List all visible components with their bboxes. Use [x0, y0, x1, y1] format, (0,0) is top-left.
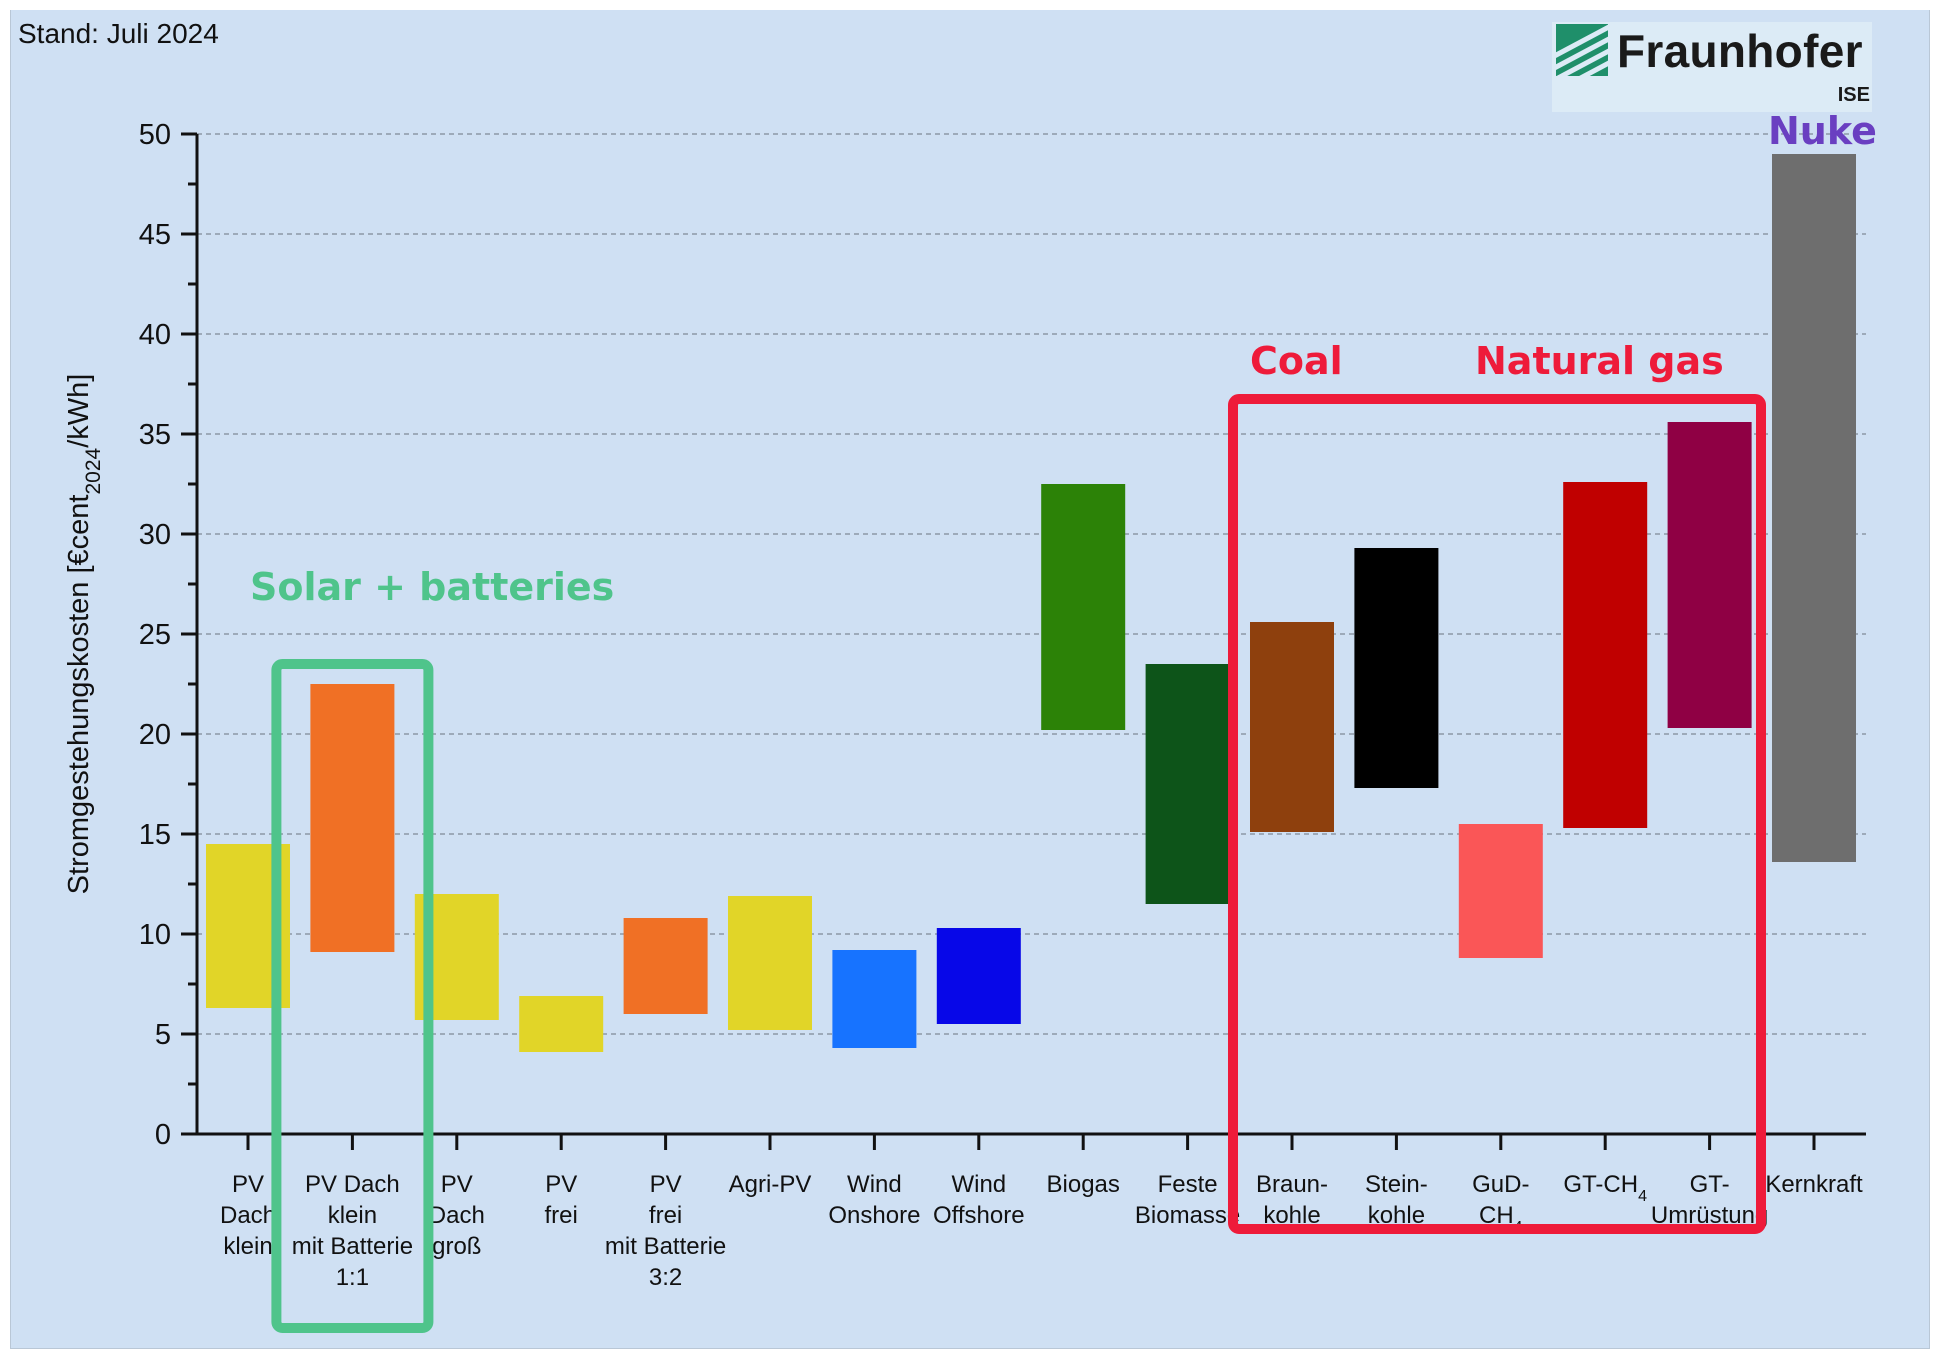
x-category-label: PV frei [545, 1171, 578, 1229]
x-category-label: PV Dach klein mit Batterie 1:1 [292, 1171, 413, 1291]
y-tick-label: 5 [155, 1019, 171, 1051]
x-category-label: Wind Offshore [933, 1171, 1025, 1229]
annotation-natural-gas: Natural gas [1475, 339, 1724, 383]
y-tick-label: 40 [139, 319, 171, 351]
y-tick-label: 0 [155, 1119, 171, 1151]
bar-steinkohle [1354, 548, 1439, 788]
x-category-label: Stein-kohle [1365, 1171, 1428, 1229]
bar-pv-frei-mit-batterie-3-2 [623, 918, 708, 1014]
y-tick-label: 30 [139, 519, 171, 551]
fossil-highlight-box [1228, 394, 1766, 1234]
bar-kernkraft [1772, 154, 1856, 862]
x-category-label: GT-CH4 [1563, 1171, 1647, 1205]
bar-wind-offshore [936, 928, 1021, 1024]
bar-gud-ch4 [1458, 824, 1543, 958]
y-axis-label: Stromgestehungskosten [€cent2024/kWh] [63, 374, 105, 895]
x-category-label: GT-Umrüstung [1651, 1171, 1768, 1229]
date-label: Stand: Juli 2024 [18, 18, 219, 49]
fraunhofer-logo: Fraunhofer ISE [1552, 22, 1872, 112]
bar-agri-pv [728, 896, 812, 1030]
x-category-label: Agri-PV [729, 1171, 812, 1198]
bar-pv-dach-klein-mit-batterie-1-1 [310, 684, 395, 952]
annotation-nuke: Nuke [1768, 109, 1877, 153]
bar-braunkohle [1250, 622, 1334, 832]
y-tick-label: 50 [139, 119, 171, 151]
x-category-label: Biogas [1047, 1171, 1120, 1198]
logo-name: Fraunhofer [1617, 25, 1863, 77]
bar-gt-ch4 [1563, 482, 1648, 828]
logo-sub: ISE [1837, 84, 1870, 106]
bar-pv-frei [519, 996, 604, 1052]
bar-gt-umr-stung [1667, 422, 1752, 728]
x-category-label: PV frei mit Batterie 3:2 [605, 1171, 726, 1291]
y-tick-label: 45 [139, 219, 171, 251]
annotation-solar-batteries: Solar + batteries [250, 565, 614, 609]
annotation-coal: Coal [1250, 339, 1343, 383]
solar-batteries-highlight-box [271, 659, 434, 1333]
y-tick-label: 20 [139, 719, 171, 751]
y-tick-label: 10 [139, 919, 171, 951]
bar-feste-biomasse [1145, 664, 1230, 904]
fraunhofer-logo-icon [1556, 24, 1608, 76]
x-category-label: PV Dach groß [429, 1171, 485, 1260]
y-tick-label: 15 [139, 819, 171, 851]
x-category-label: Kernkraft [1765, 1171, 1863, 1198]
y-tick-label: 25 [139, 619, 171, 651]
y-tick-label: 35 [139, 419, 171, 451]
bar-wind-onshore [832, 950, 917, 1048]
bar-biogas [1041, 484, 1126, 730]
x-category-label: Braun-kohle [1256, 1171, 1328, 1229]
x-category-label: Wind Onshore [828, 1171, 920, 1229]
x-category-label: PV Dach klein [220, 1171, 276, 1260]
x-category-label: Feste Biomasse [1135, 1171, 1240, 1229]
